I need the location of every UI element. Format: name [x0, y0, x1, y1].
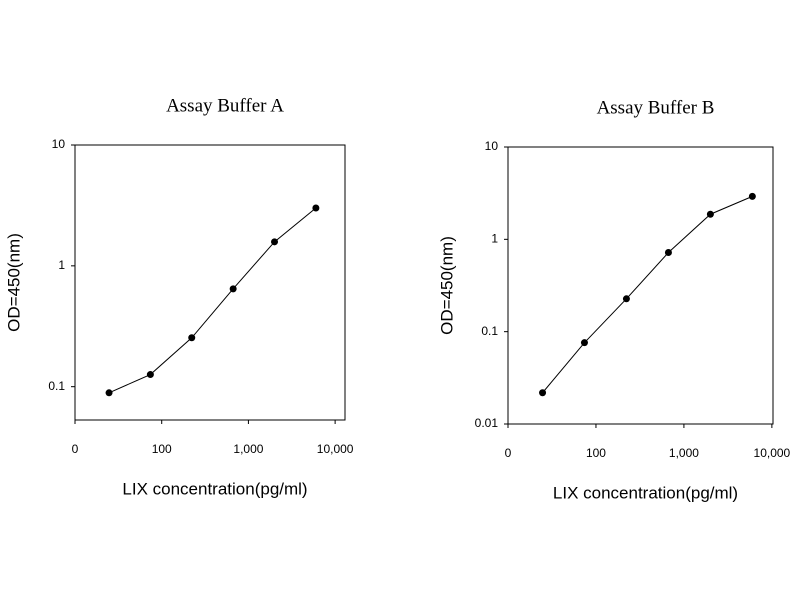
y-tick-label: 10 [485, 139, 499, 153]
y-axis-label: OD=450(nm) [4, 233, 23, 332]
data-point [622, 295, 630, 303]
y-tick-label: 1 [58, 258, 65, 272]
data-point [539, 389, 547, 397]
data-point [664, 249, 672, 257]
plot-frame [74, 144, 346, 421]
data-point [271, 238, 279, 246]
y-axis-label: OD=450(nm) [437, 236, 456, 335]
plot-frame [507, 146, 774, 425]
x-tick-label: 100 [152, 442, 172, 456]
data-point [706, 210, 714, 218]
series-line [108, 207, 317, 394]
x-tick-label: 10,000 [317, 442, 354, 456]
y-tick-label: 0.1 [481, 324, 498, 338]
data-point [580, 339, 588, 347]
x-tick-label: 100 [586, 446, 606, 460]
x-tick-label: 10,000 [754, 446, 791, 460]
x-tick-label: 1,000 [669, 446, 699, 460]
data-point [312, 204, 320, 212]
data-point [146, 371, 154, 379]
data-point [229, 285, 237, 293]
x-axis-label: LIX concentration(pg/ml) [122, 479, 307, 498]
chart-title: Assay Buffer A [166, 95, 284, 116]
series-line [542, 195, 753, 394]
x-tick-label: 1,000 [233, 442, 263, 456]
data-point [105, 389, 113, 397]
x-tick-label: 0 [505, 446, 512, 460]
y-tick-label: 1 [491, 232, 498, 246]
x-tick-label: 0 [72, 442, 79, 456]
y-tick-label: 10 [52, 137, 66, 151]
y-tick-label: 0.01 [475, 416, 499, 430]
chart-title: Assay Buffer B [597, 97, 715, 118]
data-point [188, 334, 196, 342]
x-axis-label: LIX concentration(pg/ml) [553, 483, 738, 502]
y-tick-label: 0.1 [48, 379, 65, 393]
data-point [748, 192, 756, 200]
